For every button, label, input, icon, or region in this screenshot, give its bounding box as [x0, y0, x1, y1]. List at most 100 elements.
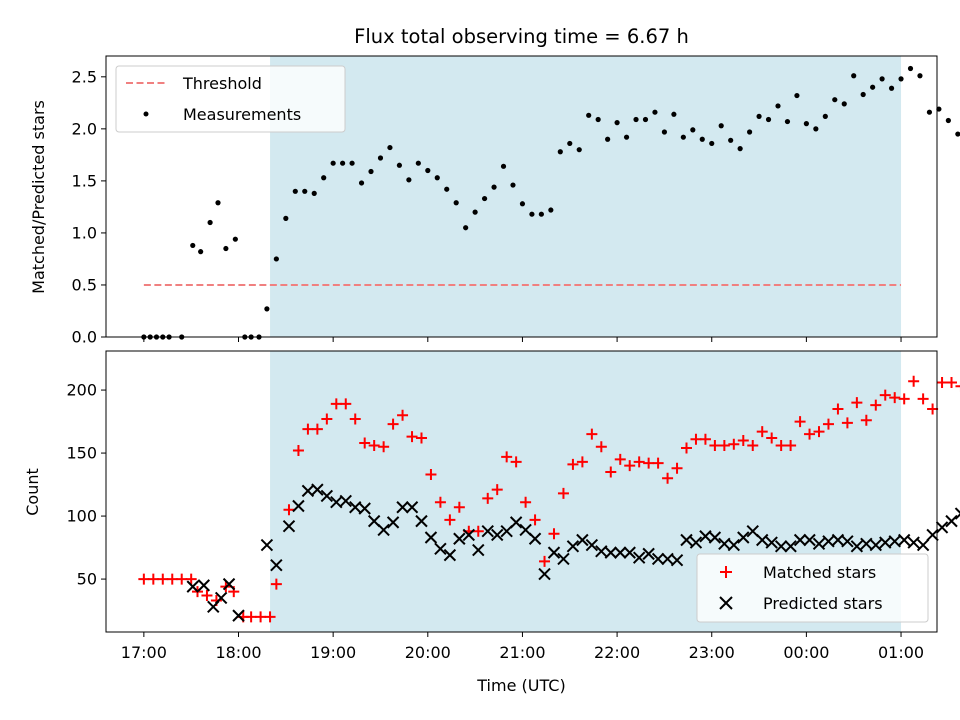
- predicted-star-point: [186, 580, 199, 593]
- predicted-star-point: [897, 533, 911, 547]
- measurement-point: [605, 136, 611, 142]
- matched-star-point: [548, 528, 560, 540]
- matched-star-point: [633, 456, 645, 468]
- matched-star-point: [917, 393, 929, 405]
- top-y-tick-label: 1.5: [72, 171, 97, 190]
- predicted-star-point: [434, 542, 447, 556]
- x-tick-label: 00:00: [783, 643, 829, 662]
- predicted-star-point: [472, 543, 485, 557]
- matched-star-point: [643, 457, 655, 469]
- matched-star-point: [453, 501, 465, 513]
- measurement-point: [661, 129, 668, 135]
- measurement-point: [529, 211, 535, 217]
- matched-star-point: [586, 428, 598, 440]
- measurement-point: [945, 117, 951, 124]
- legend-predicted-swatch: [719, 596, 733, 610]
- measurement-point: [784, 118, 791, 125]
- predicted-star-point: [566, 540, 580, 553]
- matched-star-point: [425, 468, 437, 480]
- predicted-star-point: [415, 514, 428, 528]
- measurement-point: [453, 200, 459, 206]
- x-tick-label: 17:00: [121, 643, 167, 662]
- measurement-point: [557, 149, 563, 155]
- measurement-point: [586, 112, 592, 118]
- measurement-point: [340, 160, 346, 166]
- measurement-point: [595, 116, 601, 123]
- x-tick-label: 19:00: [310, 643, 356, 662]
- bottom-y-tick-label: 150: [66, 444, 97, 463]
- matched-star-point: [851, 397, 863, 409]
- measurement-point: [567, 140, 573, 147]
- measurement-point: [425, 167, 431, 174]
- matched-star-point: [785, 440, 797, 452]
- matched-star-point: [605, 466, 617, 478]
- matched-star-point: [368, 440, 380, 452]
- matched-star-point: [822, 418, 834, 430]
- predicted-star-point: [386, 516, 400, 529]
- matched-star-point: [775, 440, 787, 452]
- matched-star-point: [936, 377, 948, 389]
- measurement-point: [548, 207, 554, 213]
- measurement-point: [358, 180, 365, 186]
- measurement-point: [709, 140, 715, 147]
- predicted-star-point: [869, 538, 883, 552]
- matched-star-point: [444, 514, 456, 526]
- matched-star-point: [889, 392, 901, 404]
- matched-star-point: [766, 432, 778, 444]
- bottom-legend: Matched stars Predicted stars: [696, 553, 929, 623]
- matched-star-point: [201, 589, 213, 601]
- predicted-star-point: [538, 567, 551, 581]
- measurement-point: [368, 168, 374, 175]
- matched-star-point: [652, 457, 664, 469]
- predicted-star-point: [462, 528, 476, 542]
- x-tick-label: 01:00: [878, 643, 924, 662]
- measurement-point: [832, 97, 838, 103]
- predicted-star-point: [197, 579, 211, 592]
- bottom-panel-frame: [105, 350, 938, 633]
- matched-star-point: [662, 472, 674, 484]
- predicted-star-point: [680, 533, 693, 547]
- matched-star-point: [737, 434, 749, 446]
- matched-star-point: [671, 462, 683, 474]
- matched-star-point: [359, 437, 371, 449]
- matched-star-point: [491, 484, 503, 496]
- measurement-point: [481, 195, 488, 202]
- matched-star-point: [557, 487, 569, 499]
- matched-star-point: [690, 433, 702, 445]
- matched-star-point: [406, 431, 418, 443]
- measurement-point: [756, 113, 762, 119]
- matched-star-point: [434, 496, 446, 508]
- measurement-point: [349, 160, 355, 166]
- measurement-point: [377, 155, 384, 161]
- predicted-star-point: [443, 548, 457, 562]
- matched-star-point: [804, 428, 816, 440]
- x-tick-label: 18:00: [215, 643, 261, 662]
- measurement-point: [207, 219, 213, 226]
- measurement-point: [851, 73, 857, 79]
- x-tick-label: 21:00: [499, 643, 545, 662]
- predicted-star-point: [841, 535, 854, 548]
- matched-star-point: [166, 573, 178, 585]
- predicted-star-point: [358, 502, 371, 515]
- matched-star-point: [415, 432, 427, 444]
- matched-star-point: [576, 456, 588, 468]
- measurement-point: [803, 121, 809, 127]
- x-tick-label: 22:00: [594, 643, 640, 662]
- measurement-point: [232, 236, 238, 242]
- predicted-star-point: [320, 489, 334, 503]
- predicted-star-point: [945, 514, 958, 528]
- matched-star-point: [539, 555, 551, 567]
- measurement-point: [311, 190, 317, 196]
- measurement-point: [879, 76, 885, 82]
- measurement-point: [500, 163, 507, 169]
- bottom-legend-box: [696, 553, 929, 623]
- predicted-star-point: [727, 538, 741, 552]
- x-tick-label: 20:00: [405, 643, 451, 662]
- predicted-star-point: [916, 538, 930, 552]
- matched-star-point: [756, 426, 768, 438]
- predicted-star-point: [793, 533, 807, 547]
- top-panel-frame: [105, 55, 938, 338]
- measurement-point: [444, 186, 450, 192]
- predicted-star-point: [604, 546, 617, 559]
- predicted-star-point: [926, 528, 939, 542]
